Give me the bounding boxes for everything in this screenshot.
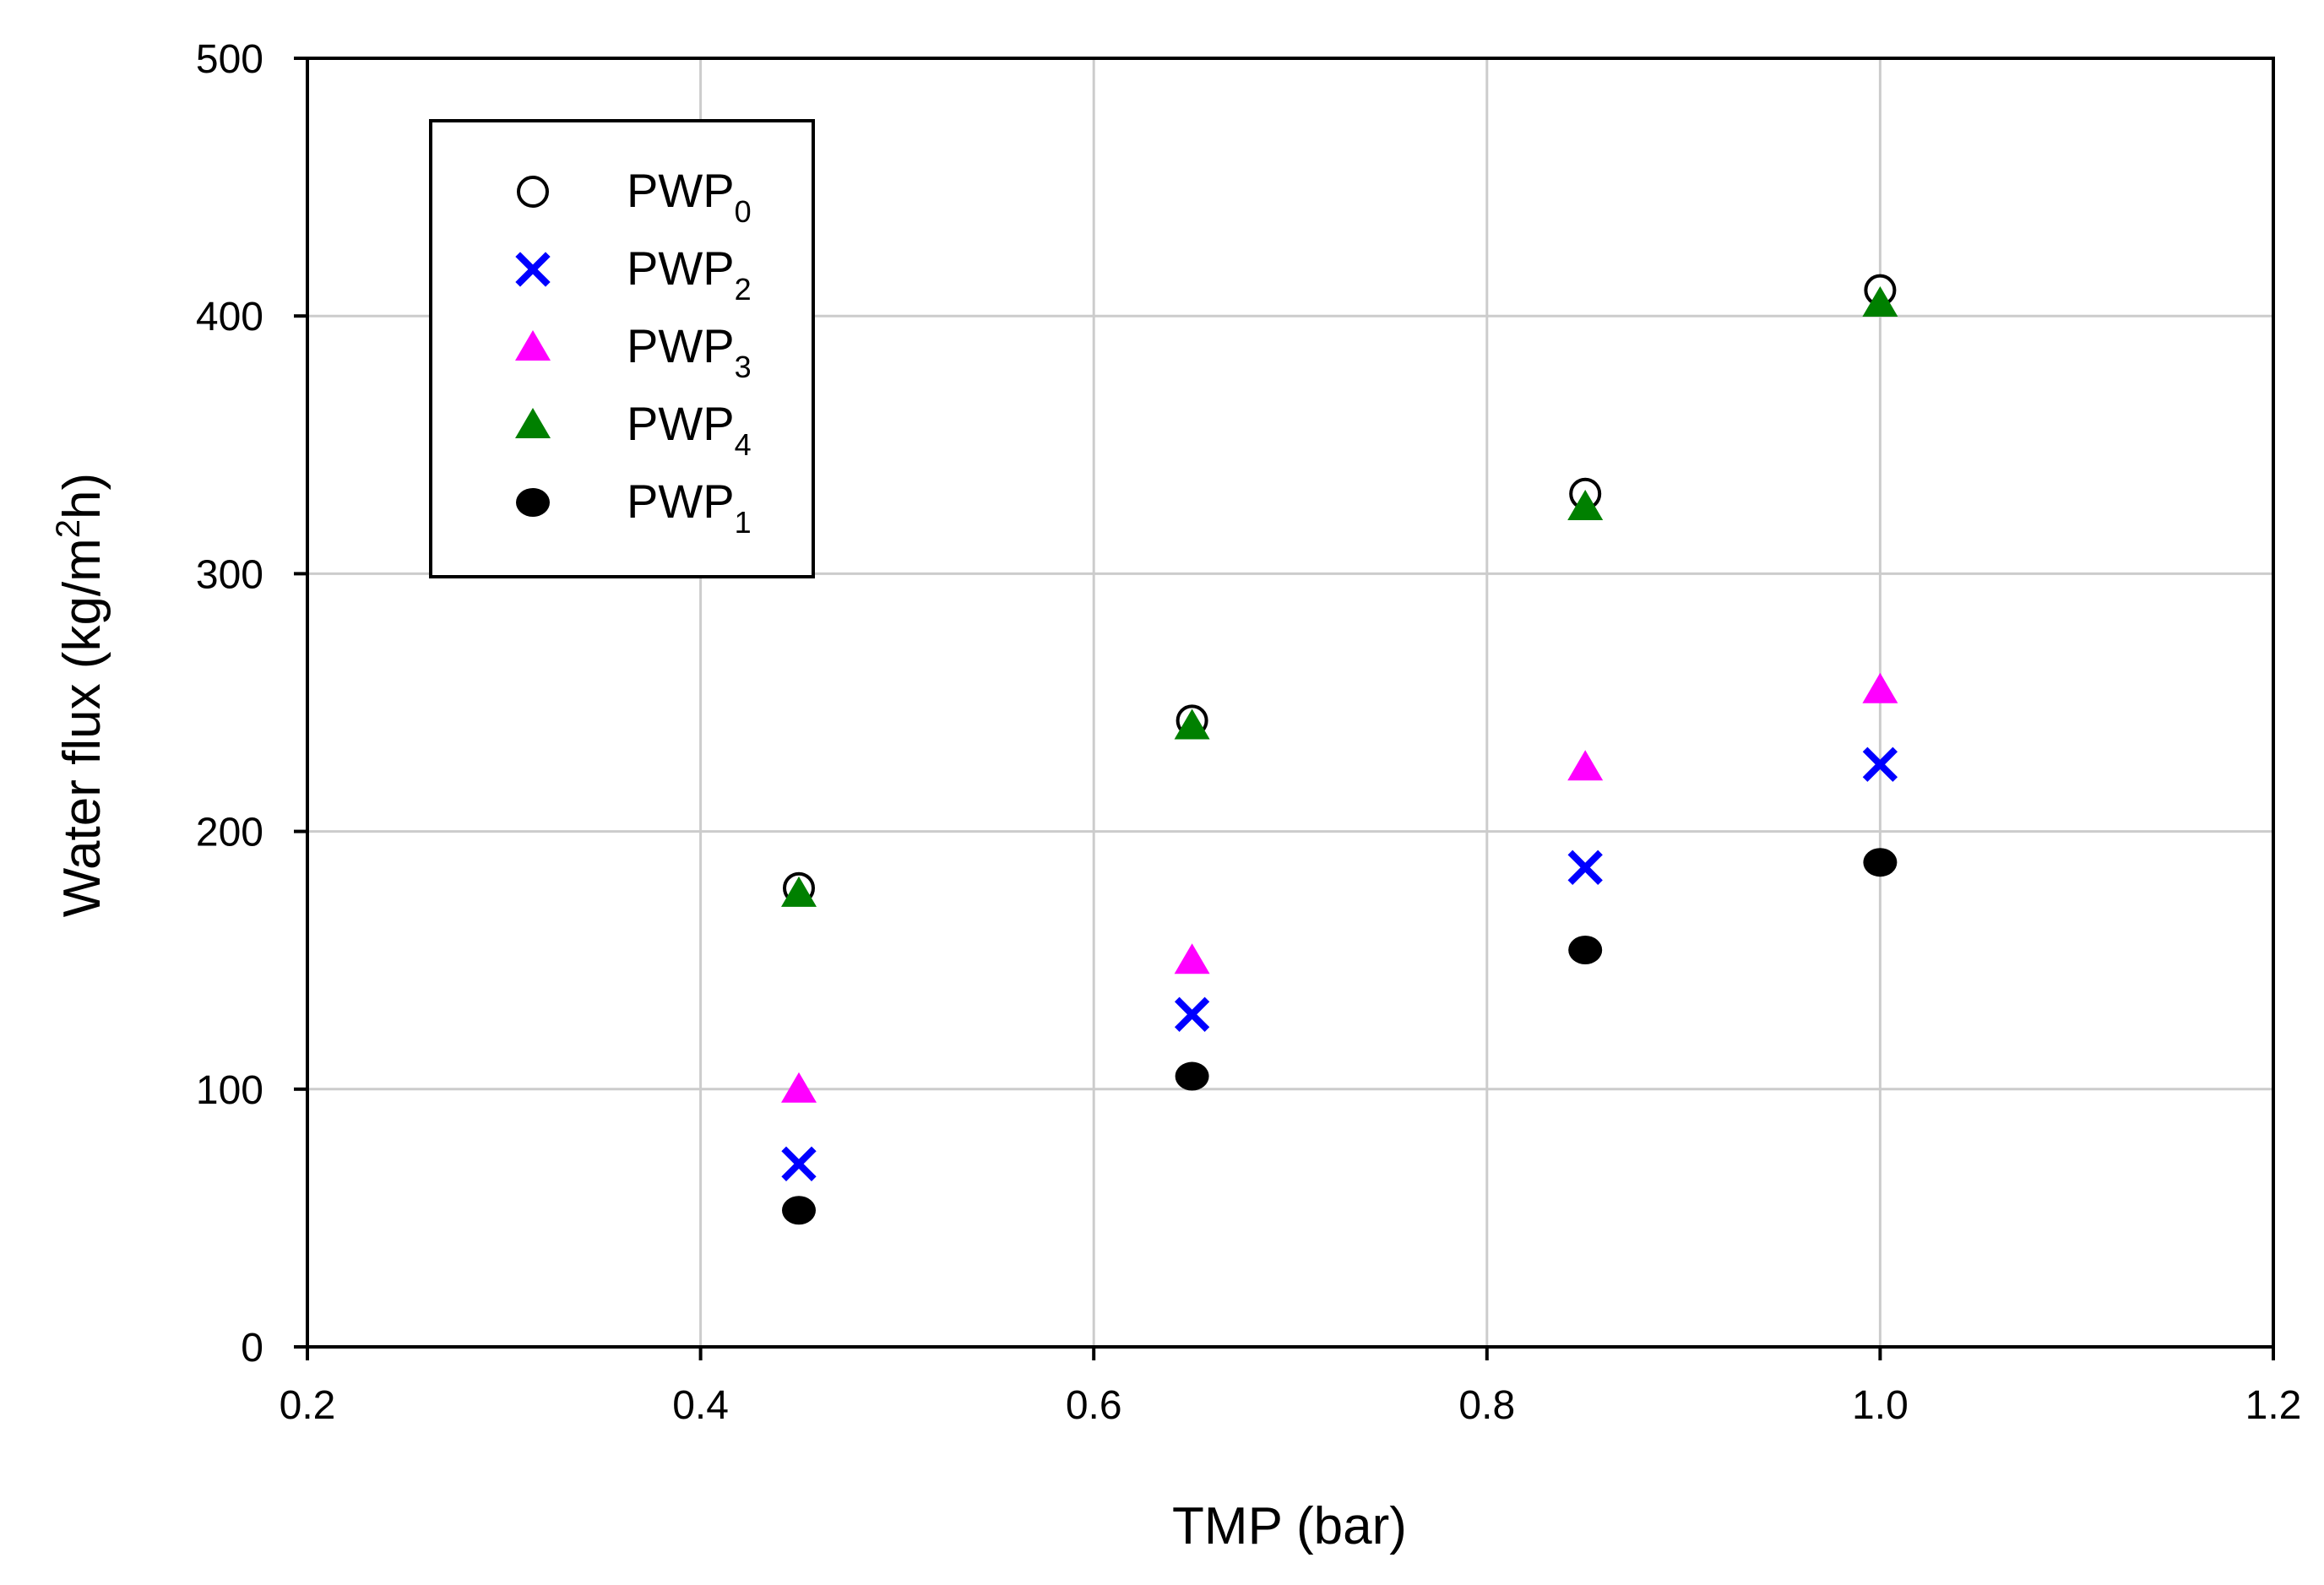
data-point	[1567, 490, 1604, 521]
x-tick-label: 0.4	[672, 1383, 729, 1428]
y-axis-title-superscript: 2	[50, 519, 87, 538]
x-axis-title: TMP (bar)	[1172, 1497, 1407, 1555]
legend-label: PWP0	[627, 164, 752, 229]
legend-box	[429, 119, 815, 578]
y-tick-label: 0	[241, 1326, 263, 1371]
legend-label-subscript: 1	[735, 505, 752, 540]
data-point	[782, 1196, 816, 1225]
legend-label-name: PWP	[627, 164, 735, 217]
data-point	[1862, 746, 1898, 782]
data-point	[781, 1146, 817, 1181]
data-point	[1567, 849, 1603, 885]
plot-area-frame	[306, 57, 2275, 1349]
data-point	[1175, 1061, 1209, 1091]
x-tick-label: 0.6	[1066, 1383, 1122, 1428]
data-point	[781, 1072, 817, 1103]
x-tick-label: 0.2	[280, 1383, 336, 1428]
data-points	[781, 274, 1898, 1225]
data-point	[1862, 285, 1898, 317]
y-axis-title-main: Water flux (kg/m	[53, 538, 111, 917]
legend-label-subscript: 3	[735, 350, 752, 384]
legend-marker	[517, 176, 549, 208]
axis-ticks: 0.2 0.4 0.6 0.8 1.0 1.2 0 100 200 300 400 500	[196, 37, 2301, 1428]
legend-marker	[515, 252, 551, 287]
series-pwp1	[782, 848, 1898, 1225]
legend-label: PWP4	[627, 397, 752, 462]
legend-item: PWP1	[516, 475, 752, 540]
x-tick-label: 1.0	[1852, 1383, 1909, 1428]
series-pwp4	[781, 285, 1898, 907]
data-point	[1568, 935, 1603, 964]
data-point	[1174, 996, 1210, 1032]
data-point	[1174, 943, 1210, 974]
legend-label-name: PWP	[627, 242, 735, 295]
legend-label-subscript: 0	[735, 194, 752, 229]
y-axis-title: Water flux (kg/m2h)	[50, 473, 111, 917]
legend-marker	[515, 330, 551, 361]
data-point	[1174, 708, 1210, 740]
legend-item: PWP0	[517, 164, 752, 229]
data-point	[781, 876, 817, 907]
legend-label-name: PWP	[627, 475, 735, 528]
legend-item: PWP2	[515, 242, 752, 307]
legend-item: PWP4	[515, 397, 752, 462]
legend-label-subscript: 4	[735, 427, 752, 462]
data-point	[1567, 750, 1604, 781]
legend-label-name: PWP	[627, 397, 735, 450]
y-axis-title-end: h)	[53, 473, 111, 519]
y-tick-label: 400	[196, 295, 263, 339]
legend-marker	[515, 408, 551, 438]
legend-label: PWP3	[627, 319, 752, 384]
y-tick-label: 500	[196, 37, 263, 82]
legend-label: PWP2	[627, 242, 752, 307]
legend-label-subscript: 2	[735, 272, 752, 307]
legend-label: PWP1	[627, 475, 752, 540]
series-pwp3	[781, 672, 1898, 1103]
data-point	[1863, 848, 1898, 877]
legend-item: PWP3	[515, 319, 752, 384]
y-tick-label: 100	[196, 1068, 263, 1113]
y-tick-label: 200	[196, 811, 263, 855]
legend-marker	[516, 488, 550, 517]
x-tick-label: 1.2	[2245, 1383, 2302, 1428]
x-tick-label: 0.8	[1458, 1383, 1515, 1428]
series-pwp2	[781, 746, 1898, 1181]
data-point	[1862, 672, 1898, 703]
y-tick-label: 300	[196, 552, 263, 597]
legend-label-name: PWP	[627, 319, 735, 372]
